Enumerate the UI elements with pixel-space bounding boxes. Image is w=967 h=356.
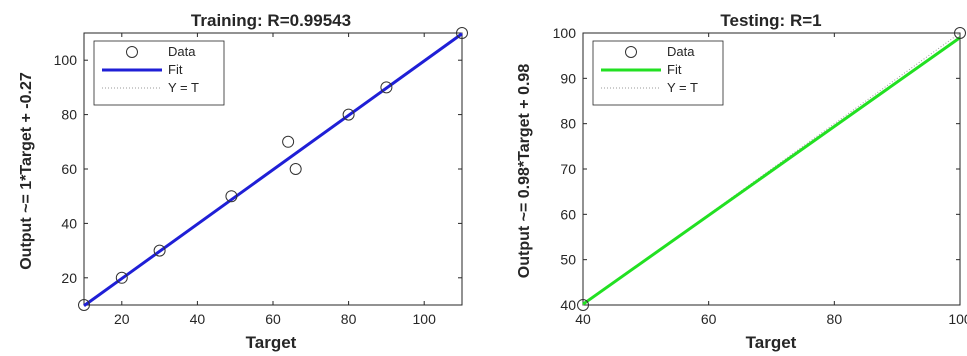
testing-data-point	[954, 27, 966, 39]
testing-legend-data-marker	[625, 46, 637, 58]
training-legend-label: Y = T	[168, 80, 199, 95]
training-data-point	[153, 244, 166, 257]
training-y-tick-label: 100	[54, 52, 78, 68]
training-data-point	[342, 108, 355, 121]
training-y-tick-label: 40	[61, 215, 77, 231]
training-ylabel: Output ~= 1*Target + -0.27	[18, 72, 35, 270]
testing-legend-label: Data	[667, 44, 695, 59]
testing-regression-panel: Testing: R=1 Target Output ~= 0.98*Targe…	[516, 11, 967, 352]
testing-x-tick-label: 100	[948, 311, 967, 327]
testing-y-tick-label: 70	[560, 161, 576, 177]
training-x-tick-label: 40	[190, 311, 206, 327]
training-title: Training: R=0.99543	[191, 11, 351, 30]
training-data-point	[380, 81, 393, 94]
training-regression-panel: Training: R=0.99543 Target Output ~= 1*T…	[18, 11, 468, 352]
training-data-point	[115, 271, 128, 284]
training-x-tick-label: 80	[341, 311, 357, 327]
training-legend	[93, 40, 225, 106]
testing-y-tick-label: 50	[560, 252, 576, 268]
training-y-tick-label: 20	[61, 270, 77, 286]
testing-x-tick-label: 80	[827, 311, 843, 327]
training-fit-line	[83, 32, 463, 307]
training-xlabel: Target	[246, 333, 297, 352]
testing-y-tick-label: 100	[553, 25, 577, 41]
testing-title: Testing: R=1	[720, 11, 821, 30]
training-legend-label: Data	[168, 44, 196, 59]
testing-xlabel: Target	[746, 333, 797, 352]
training-x-tick-label: 100	[413, 311, 437, 327]
testing-x-tick-label: 40	[575, 311, 591, 327]
training-data-point	[456, 27, 468, 39]
training-data-point	[225, 190, 238, 203]
training-y-tick-label: 60	[61, 161, 77, 177]
testing-ylabel: Output ~= 0.98*Target + 0.98	[516, 64, 533, 279]
testing-y-tick-label: 90	[560, 70, 576, 86]
training-data-point	[282, 135, 295, 148]
testing-legend	[592, 40, 724, 106]
testing-legend-label: Y = T	[667, 80, 698, 95]
training-legend-label: Fit	[168, 62, 183, 77]
testing-x-tick-label: 60	[701, 311, 717, 327]
testing-data-point	[577, 299, 589, 311]
training-y-tick-label: 80	[61, 107, 77, 123]
testing-legend-label: Fit	[667, 62, 682, 77]
testing-y-tick-label: 40	[560, 297, 576, 313]
testing-y-tick-label: 60	[560, 206, 576, 222]
testing-fit-line	[582, 36, 961, 306]
testing-identity-line	[582, 32, 961, 306]
training-data-point	[78, 299, 90, 311]
training-data-point	[289, 163, 302, 175]
testing-y-tick-label: 80	[560, 116, 576, 132]
training-x-tick-label: 20	[114, 311, 130, 327]
training-x-tick-label: 60	[265, 311, 281, 327]
training-legend-data-marker	[126, 46, 138, 58]
